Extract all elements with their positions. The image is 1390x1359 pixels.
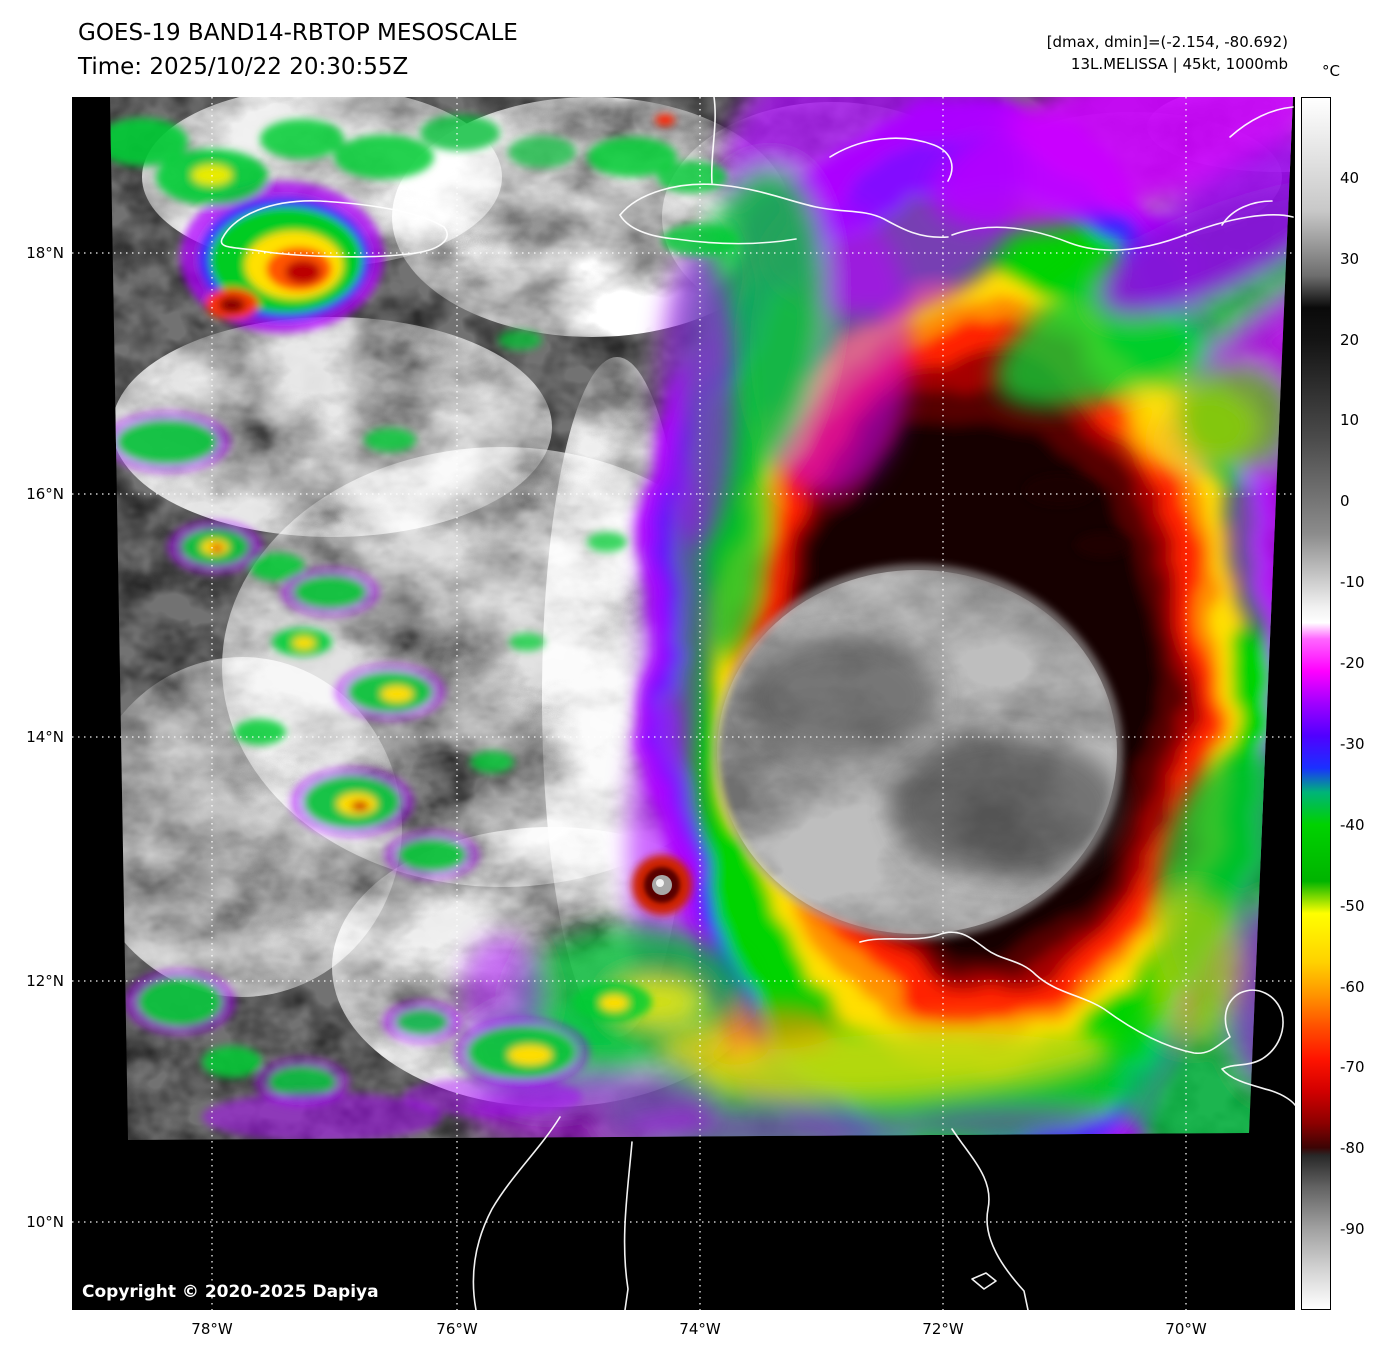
colorbar bbox=[1301, 97, 1331, 1310]
colorbar-tick: 40 bbox=[1340, 168, 1360, 187]
colorbar-tick: 20 bbox=[1340, 330, 1360, 349]
colorbar-tick: -40 bbox=[1340, 815, 1365, 834]
colorbar-tick: -30 bbox=[1340, 734, 1365, 753]
overshoot-spot bbox=[632, 855, 692, 915]
colorbar-tick: -10 bbox=[1340, 573, 1365, 592]
lon-label: 72°W bbox=[922, 1320, 964, 1338]
lon-label: 74°W bbox=[679, 1320, 721, 1338]
satellite-data bbox=[110, 97, 1293, 1140]
lat-label: 12°N bbox=[26, 972, 64, 990]
colorbar-tick: -80 bbox=[1340, 1139, 1365, 1158]
lon-label: 76°W bbox=[436, 1320, 478, 1338]
lon-label: 78°W bbox=[191, 1320, 233, 1338]
lat-label: 10°N bbox=[26, 1213, 64, 1231]
coastlines bbox=[220, 96, 1296, 1311]
lat-label: 18°N bbox=[26, 244, 64, 262]
latlon-grid bbox=[72, 97, 1295, 1310]
colorbar-tick: -50 bbox=[1340, 896, 1365, 915]
dark-spot bbox=[1075, 532, 1131, 558]
lat-label: 16°N bbox=[26, 485, 64, 503]
colorbar-tick: -20 bbox=[1340, 654, 1365, 673]
storm-info: 13L.MELISSA | 45kt, 1000mb bbox=[1070, 55, 1288, 73]
timestamp: Time: 2025/10/22 20:30:55Z bbox=[78, 54, 409, 80]
page-title: GOES-19 BAND14-RBTOP MESOSCALE bbox=[78, 20, 518, 46]
lon-label: 70°W bbox=[1165, 1320, 1207, 1338]
copyright-watermark: Copyright © 2020-2025 Dapiya bbox=[82, 1282, 379, 1302]
colorbar-tick: -70 bbox=[1340, 1058, 1365, 1077]
dark-spot bbox=[1024, 474, 1096, 506]
colorbar-unit: °C bbox=[1322, 62, 1340, 80]
dmax-dmin-readout: [dmax, dmin]=(-2.154, -80.692) bbox=[1046, 33, 1288, 51]
hurricane-cdo bbox=[710, 563, 1124, 941]
lat-label: 14°N bbox=[26, 728, 64, 746]
colorbar-tick: 0 bbox=[1340, 492, 1350, 511]
colorbar-tick: -60 bbox=[1340, 977, 1365, 996]
satellite-image bbox=[72, 96, 1296, 1311]
colorbar-tick: 10 bbox=[1340, 411, 1360, 430]
satellite-map: Copyright © 2020-2025 Dapiya bbox=[72, 96, 1296, 1311]
colorbar-tick: 30 bbox=[1340, 249, 1360, 268]
colorbar-tick: -90 bbox=[1340, 1220, 1365, 1239]
